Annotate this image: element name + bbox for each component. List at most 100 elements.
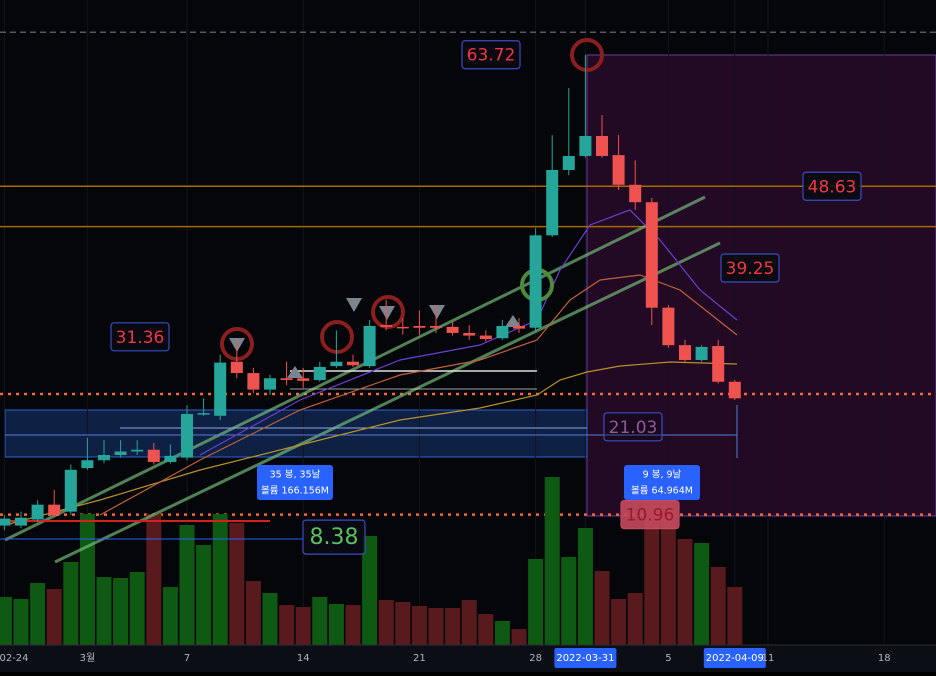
candle-body	[347, 361, 359, 366]
volume-bar	[694, 543, 710, 645]
candle-body	[479, 335, 492, 340]
volume-bar	[196, 545, 212, 645]
volume-bar	[511, 629, 527, 645]
candle-body	[31, 504, 44, 520]
candle-body	[645, 202, 658, 308]
candle-body	[363, 325, 376, 367]
candle-body	[230, 361, 243, 374]
volume-bar	[13, 599, 29, 645]
candle-body	[247, 373, 260, 390]
x-axis-highlight	[703, 648, 766, 668]
marker-circle	[570, 38, 604, 72]
volume-bar	[627, 593, 643, 645]
volume-bar	[577, 528, 593, 645]
candle-body	[629, 184, 642, 203]
price-label: 63.72	[467, 46, 516, 66]
candle-body	[562, 156, 575, 170]
volume-bar	[345, 605, 361, 645]
candle-body	[463, 332, 476, 336]
grid-layer	[0, 0, 936, 645]
volume-bar	[710, 567, 726, 645]
volume-bar	[46, 589, 62, 645]
x-tick-label: 14	[297, 653, 310, 664]
x-tick-label: 28	[529, 653, 542, 664]
price-label: 39.25	[726, 259, 775, 279]
volume-bar	[113, 578, 129, 645]
volume-bar	[146, 514, 162, 645]
candle-body	[114, 451, 127, 455]
measure-bars: 9 봉, 9날	[643, 470, 682, 481]
x-tick-label: 11	[762, 653, 775, 664]
candle-body	[513, 325, 525, 329]
x-tick-label: 2022-03-31	[556, 653, 614, 664]
volume-bar	[445, 608, 461, 645]
measure-box	[624, 465, 700, 500]
volume-bar	[660, 500, 676, 645]
measure-volume: 볼륨 64.964M	[631, 486, 693, 497]
price-label-box	[302, 519, 366, 555]
volume-bar	[528, 559, 544, 645]
volume-bar	[378, 600, 394, 645]
candle-body	[596, 135, 608, 157]
candle-body	[380, 325, 393, 327]
candle-body	[446, 326, 459, 333]
candle-layer	[0, 54, 741, 530]
moving-average	[199, 209, 738, 456]
candle-body	[0, 518, 11, 526]
volume-bar	[0, 597, 12, 645]
candle-body	[164, 455, 177, 462]
candle-body	[728, 381, 741, 399]
candle-body	[297, 378, 310, 381]
candle-body	[197, 413, 210, 415]
price-label: 31.36	[116, 328, 165, 348]
candle-body	[712, 346, 725, 382]
x-tick-label: 5	[665, 653, 671, 664]
volume-bar	[245, 581, 261, 645]
measure-volume: 볼륨 166.156M	[261, 486, 329, 497]
price-label-box	[720, 253, 780, 283]
candle-body	[280, 378, 293, 381]
price-label: 10.96	[626, 506, 675, 526]
x-axis-band	[0, 645, 936, 672]
measure-bars: 35 봉, 35날	[270, 470, 321, 481]
range-box	[586, 54, 936, 517]
x-tick-label: 3월	[80, 652, 96, 664]
price-label-box	[620, 500, 680, 530]
candle-body	[98, 454, 110, 461]
volume-bar	[212, 514, 228, 645]
price-label: 48.63	[808, 177, 857, 197]
volume-bar	[179, 525, 195, 645]
candle-body	[579, 135, 592, 157]
volume-bar	[594, 571, 610, 645]
candle-body	[413, 325, 426, 328]
x-tick-label: 02-24	[0, 653, 29, 664]
volume-bar	[328, 604, 344, 645]
x-tick-label: 7	[184, 653, 190, 664]
volume-layer	[0, 477, 743, 645]
measure-box	[257, 465, 333, 500]
marker-circle	[371, 295, 405, 329]
x-axis-highlight	[554, 648, 617, 668]
candle-body	[546, 169, 559, 236]
candle-body	[430, 325, 442, 328]
candle-body	[264, 378, 276, 390]
volume-bar	[63, 562, 79, 645]
volume-bar	[411, 606, 427, 645]
candle-body	[81, 460, 94, 469]
volume-bar	[428, 608, 444, 645]
candle-body	[181, 414, 193, 458]
candle-body	[679, 345, 691, 360]
candle-body	[214, 362, 227, 416]
x-tick-label: 18	[878, 653, 891, 664]
marker-circle	[320, 320, 354, 354]
x-tick-label: 21	[413, 653, 426, 664]
volume-bar	[79, 514, 95, 645]
volume-bar	[494, 621, 510, 645]
candle-body	[396, 326, 409, 329]
volume-bar	[727, 587, 743, 645]
volume-bar	[30, 583, 46, 645]
volume-bar	[295, 607, 311, 645]
candle-body	[48, 504, 61, 516]
volume-bar	[96, 577, 112, 645]
